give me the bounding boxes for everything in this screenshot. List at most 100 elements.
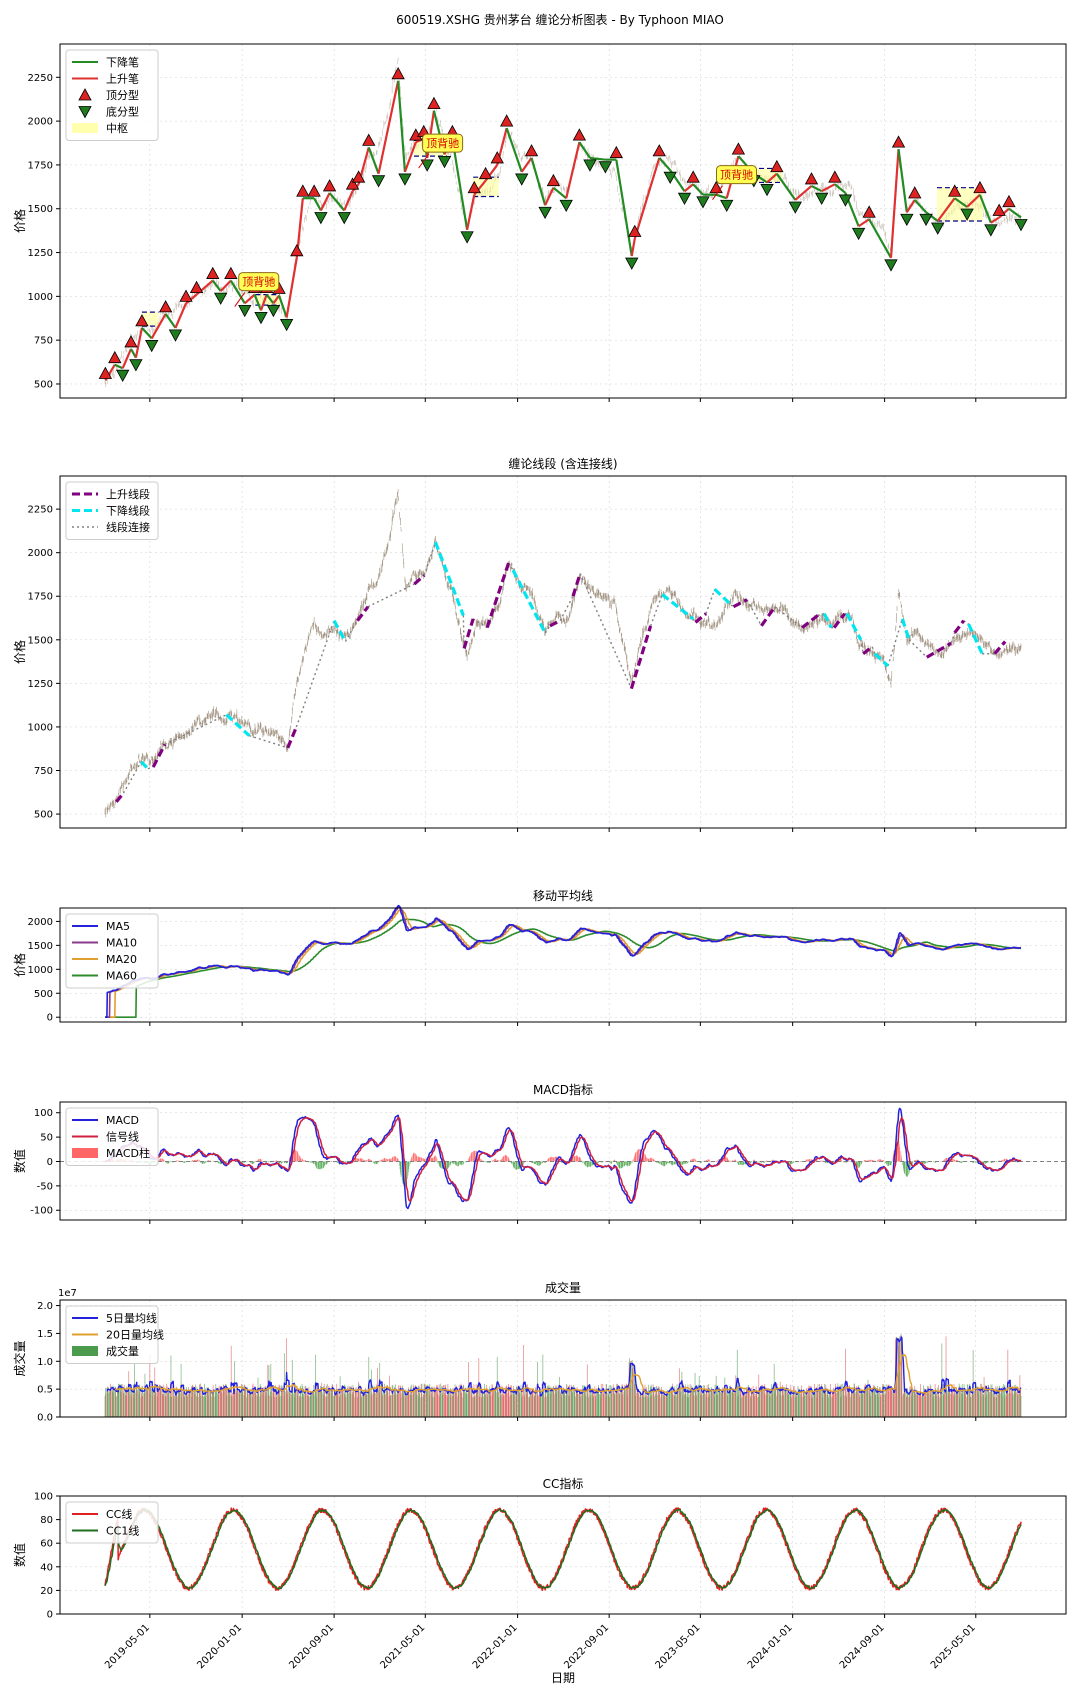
top-fractal-marker: [770, 159, 784, 173]
legend-label: MA5: [106, 920, 130, 933]
y-tick-label: 100: [34, 1108, 53, 1119]
top-fractal-marker: [158, 300, 173, 313]
bottom-fractal-marker: [984, 224, 998, 237]
up-stroke: [630, 238, 636, 257]
top-fractal-marker: [362, 133, 376, 146]
up-stroke: [821, 183, 836, 193]
top-fractal-marker: [179, 289, 193, 302]
down-stroke: [367, 147, 380, 175]
y-tick-label: 0: [47, 1013, 53, 1024]
up-stroke: [174, 302, 188, 329]
bottom-fractal-marker: [1014, 219, 1028, 232]
bottom-fractal-marker: [884, 259, 898, 272]
series-signal: [104, 1116, 1022, 1202]
top-fractal-marker: [290, 243, 304, 257]
top-fractal-marker: [124, 335, 138, 348]
bottom-fractal-marker: [538, 206, 552, 220]
up-stroke: [565, 141, 581, 199]
down-segment: [822, 612, 833, 629]
y-tick-label: 1500: [28, 635, 53, 646]
bottom-fractal-marker: [583, 159, 597, 172]
panel-ma: 0 500 1000 1500 2000 价格 移动平均线 MA5 MA10 MA20 MA60: [12, 889, 1067, 1026]
down-segment: [433, 541, 465, 616]
legend-label: 上升线段: [106, 487, 150, 501]
legend-label: 下降线段: [106, 504, 150, 518]
top-fractal-marker: [948, 184, 962, 197]
down-stroke: [211, 279, 222, 292]
down-stroke: [715, 193, 728, 200]
up-stroke: [905, 199, 916, 213]
segment-link: [164, 714, 227, 745]
up-segment: [862, 645, 874, 656]
divergence-annotation: 顶背驰: [426, 136, 459, 150]
top-fractal-marker: [992, 203, 1006, 216]
bottom-fractal-marker: [116, 369, 130, 383]
segment-link: [774, 606, 803, 629]
annotation-box: [238, 272, 280, 292]
panel-title: 移动平均线: [533, 889, 593, 903]
segment-link: [122, 761, 142, 794]
segment-link: [249, 734, 288, 749]
bottom-fractal-marker: [919, 213, 933, 227]
y-tick-label: 2000: [28, 548, 53, 559]
segment-link: [295, 620, 335, 728]
legend-box: [65, 913, 159, 989]
legend-label: 顶分型: [106, 88, 139, 102]
legend-label: 中枢: [106, 121, 128, 135]
up-segment: [356, 605, 370, 622]
top-fractal-marker: [804, 172, 819, 185]
top-fractal-marker: [686, 170, 700, 183]
y-tick-label: 1500: [28, 204, 53, 215]
segment-link: [950, 632, 956, 644]
bottom-fractal-marker: [238, 304, 252, 318]
top-fractal-marker: [731, 142, 746, 155]
panel-chan: 500750100012501500175020002250价格顶背驰顶背驰顶背…: [12, 43, 1067, 402]
up-segment: [286, 726, 298, 749]
segment-link: [649, 594, 663, 627]
up-stroke: [377, 80, 400, 174]
series-macd: [104, 1107, 1022, 1210]
bottom-fractal-marker: [398, 173, 412, 186]
up-stroke: [990, 216, 1000, 224]
up-stroke: [794, 185, 813, 201]
up-stroke: [185, 293, 198, 305]
down-stroke: [505, 127, 523, 173]
y-axis-label: 价格: [12, 953, 27, 977]
down-stroke: [615, 159, 633, 257]
up-stroke: [343, 190, 354, 211]
y-tick-label: 1000: [28, 965, 53, 976]
bottom-fractal-marker: [931, 222, 945, 235]
bottom-fractal-marker: [838, 194, 853, 207]
down-segment: [967, 623, 984, 655]
segment-link: [692, 618, 697, 623]
top-fractal-marker: [478, 166, 493, 180]
y-tick-label: 50: [40, 1133, 53, 1144]
bottom-fractal-marker: [760, 184, 774, 197]
up-stroke: [766, 172, 778, 184]
top-fractal-marker: [499, 114, 514, 127]
annotation-arrow: [234, 292, 246, 307]
y-tick-label: 1.0: [37, 1357, 53, 1368]
divergence-annotation: 顶背驰: [720, 168, 753, 182]
y-tick-label: 1500: [28, 941, 53, 952]
series-ma5: [104, 904, 1022, 1019]
down-stroke: [925, 211, 939, 222]
up-stroke: [857, 218, 870, 228]
legend-label: 下降笔: [106, 55, 139, 69]
down-segment: [713, 588, 733, 607]
center-zone: [936, 187, 983, 221]
top-fractal-marker: [345, 177, 360, 190]
top-fractal-marker: [546, 173, 561, 187]
up-segment: [732, 598, 748, 609]
up-segment: [694, 612, 708, 624]
segment-link: [344, 620, 359, 642]
up-segment: [571, 573, 582, 597]
up-stroke: [121, 348, 133, 369]
bottom-fractal-marker: [168, 329, 183, 342]
y-tick-label: 1.5: [37, 1329, 53, 1340]
down-stroke: [229, 280, 246, 304]
legend-label: MA60: [106, 970, 137, 983]
top-fractal-marker: [98, 366, 113, 379]
top-fractal-marker: [628, 224, 642, 237]
